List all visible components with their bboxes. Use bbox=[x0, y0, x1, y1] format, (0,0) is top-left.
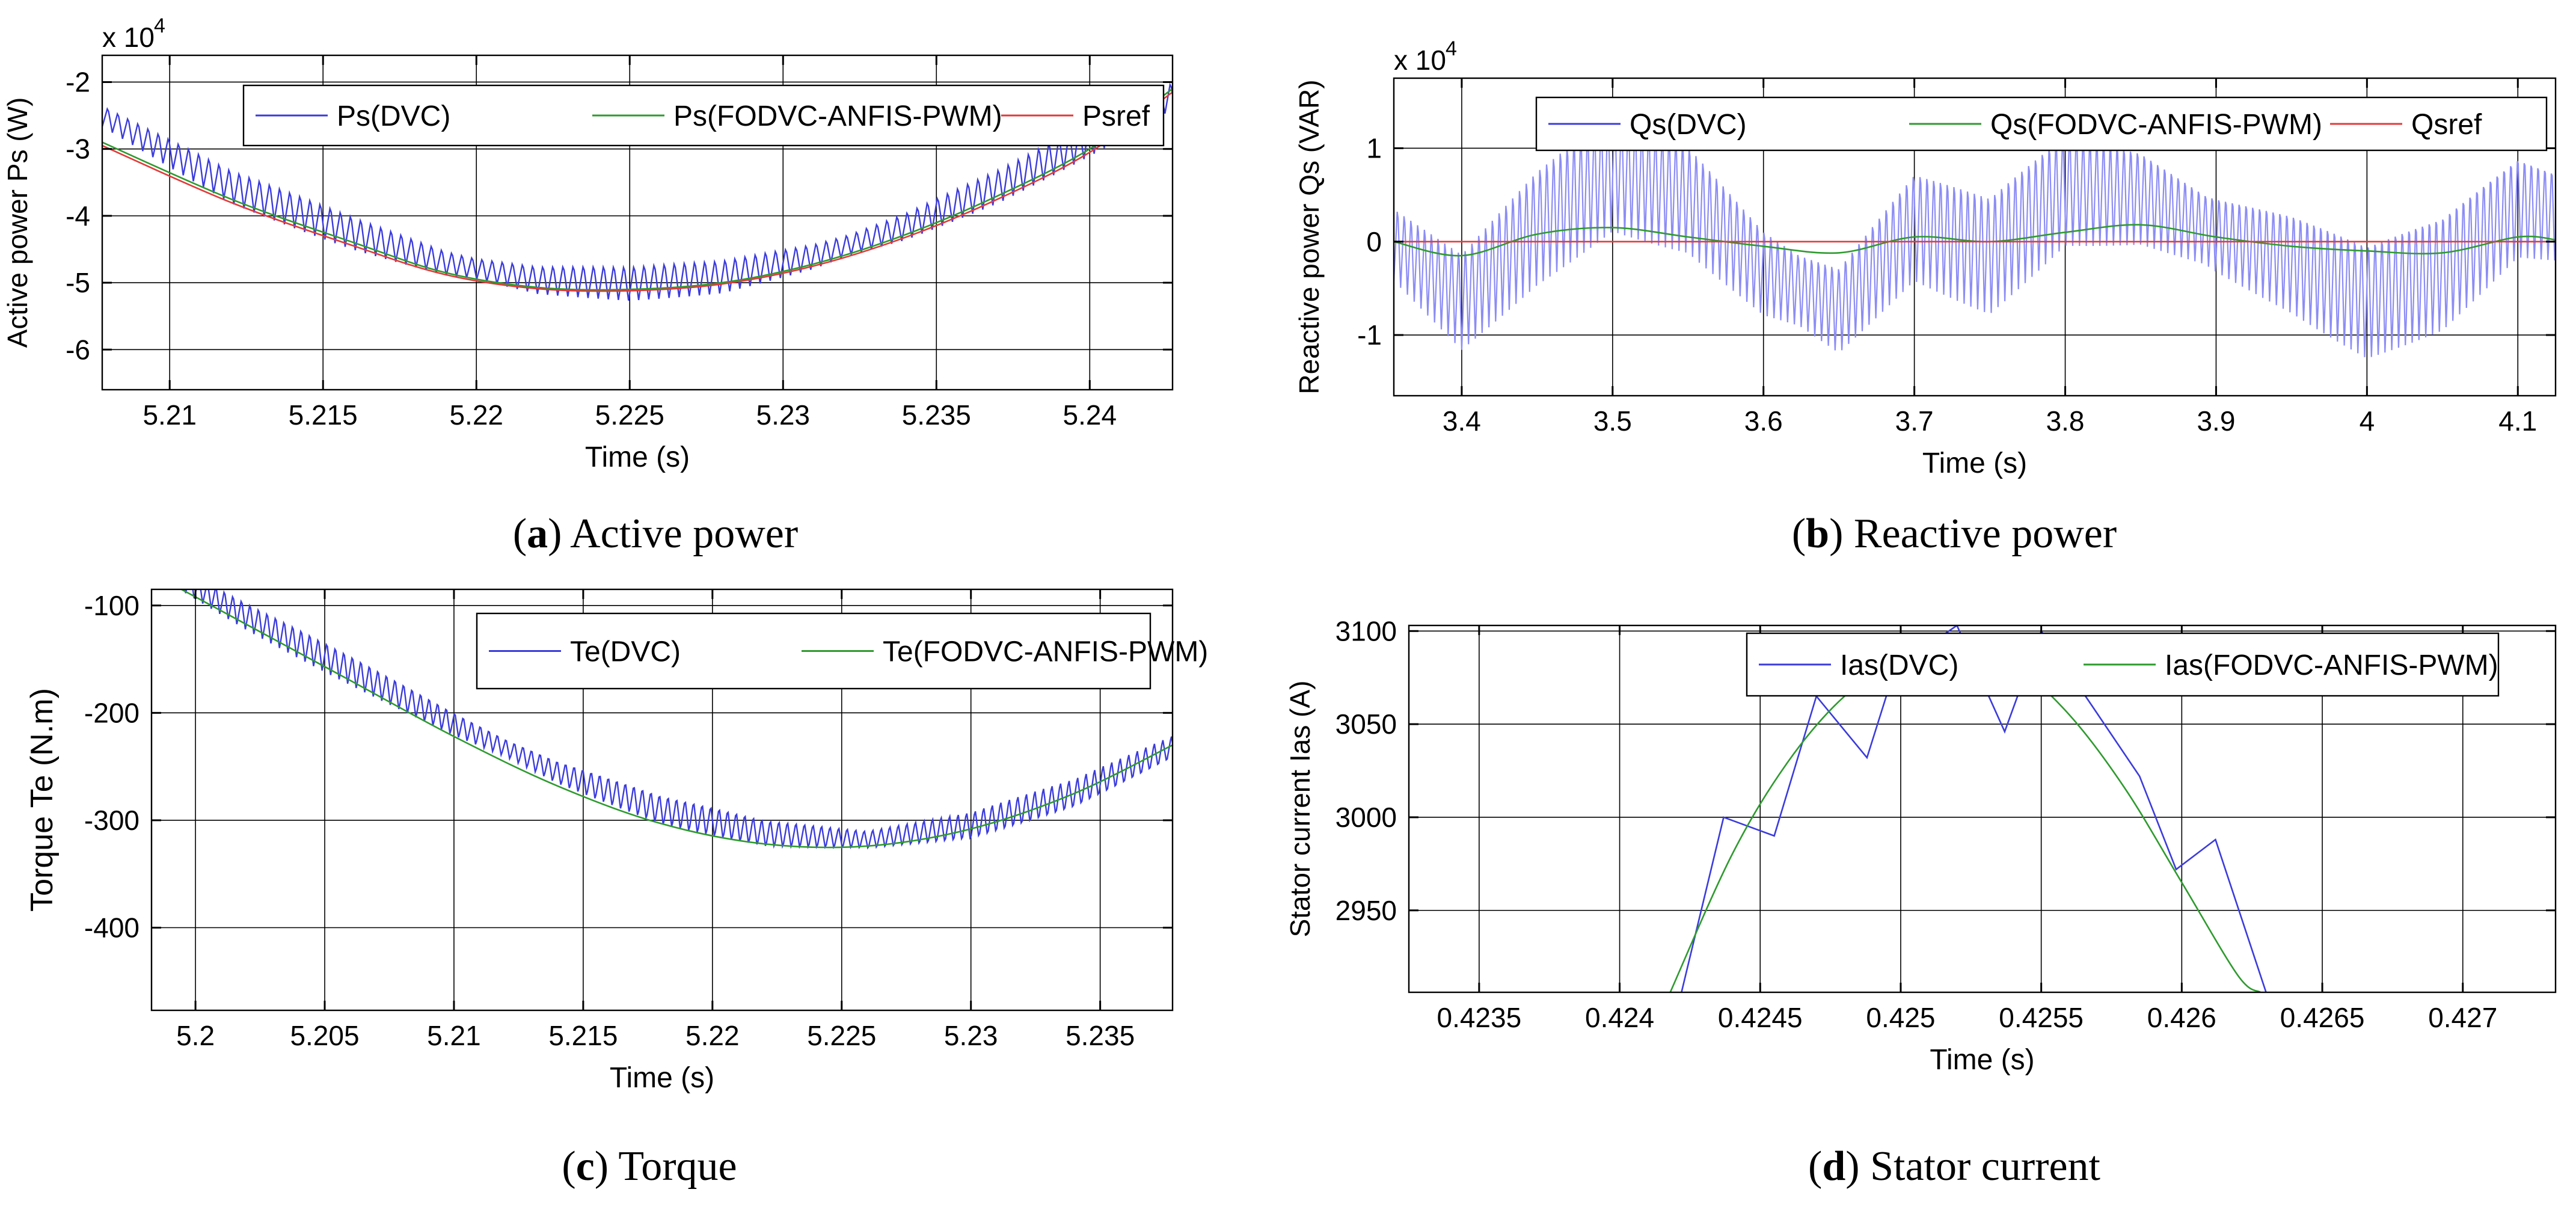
series-line-b-0 bbox=[1394, 114, 2556, 357]
legend-label: Qs(FODVC-ANFIS-PWM) bbox=[1990, 109, 2322, 141]
y-tick-label: -3 bbox=[66, 134, 90, 165]
chart-d: 0.4235 0.424 0.4245 0.425 0.4255 0.426 0.4265 0… bbox=[1284, 615, 2557, 1076]
x-tick-label: 0.424 bbox=[1585, 1002, 1654, 1033]
y-axis-label: Stator current Ias (A) bbox=[1284, 681, 1316, 938]
chart-a: 5.21 5.215 5.22 5.225 5.23 5.235 5.24 -6 -5 -4 -3 -… bbox=[2, 14, 1174, 473]
x-tick-label: 5.235 bbox=[1066, 1020, 1135, 1051]
y-tick-label: 3050 bbox=[1336, 708, 1397, 740]
legend-label: Qsref bbox=[2411, 109, 2482, 141]
x-tick-label: 3.4 bbox=[1443, 405, 1481, 437]
axes-frame bbox=[150, 588, 1174, 1012]
y-tick-label: 2950 bbox=[1336, 895, 1397, 926]
y-axis-label: Torque Te (N.m) bbox=[25, 688, 60, 912]
y-tick-label: -200 bbox=[84, 697, 140, 728]
caption-c: (c) Torque bbox=[562, 1143, 737, 1190]
x-tick-label: 5.22 bbox=[685, 1020, 740, 1051]
axes-frame bbox=[1408, 624, 2557, 994]
series-line-d-1 bbox=[1669, 645, 2262, 992]
y-tick-label: 1 bbox=[1366, 132, 1382, 164]
x-tick-label: 0.426 bbox=[2147, 1002, 2216, 1033]
legend-label: Te(DVC) bbox=[570, 636, 681, 668]
x-tick-label: 3.6 bbox=[1744, 405, 1783, 437]
axes-frame bbox=[1393, 77, 2557, 397]
series-line-c-1 bbox=[179, 589, 1173, 849]
y-tick-label: -1 bbox=[1357, 319, 1382, 351]
legend-label: Qs(DVC) bbox=[1630, 109, 1747, 141]
x-tick-label: 3.5 bbox=[1593, 405, 1632, 437]
x-tick-label: 0.425 bbox=[1866, 1002, 1935, 1033]
chart-b: 3.4 3.5 3.6 3.7 3.8 3.9 4 4.1 -1 0 1 Time (s) Reacti… bbox=[1293, 37, 2557, 479]
x-tick-label: 5.22 bbox=[449, 399, 503, 431]
chart-c: 5.2 5.205 5.21 5.215 5.22 5.225 5.23 5.235 -400 -… bbox=[25, 588, 1208, 1094]
legend-label: Psref bbox=[1082, 100, 1150, 132]
x-axis-label: Time (s) bbox=[585, 441, 690, 473]
axis-exponent-power: 4 bbox=[154, 14, 165, 37]
y-tick-label: -5 bbox=[66, 267, 90, 298]
series-line-a-2 bbox=[102, 91, 1173, 292]
legend-label: Ias(FODVC-ANFIS-PWM) bbox=[2165, 650, 2498, 681]
y-tick-label: -2 bbox=[66, 66, 90, 97]
x-axis-label: Time (s) bbox=[1930, 1044, 2034, 1076]
x-tick-label: 3.8 bbox=[2046, 405, 2085, 437]
x-tick-label: 0.4245 bbox=[1718, 1002, 1803, 1033]
y-tick-label: -100 bbox=[84, 590, 140, 621]
y-tick-label: -6 bbox=[66, 334, 90, 365]
caption-d: (d) Stator current bbox=[1808, 1143, 2100, 1190]
x-tick-label: 5.21 bbox=[143, 399, 197, 431]
x-tick-label: 0.4265 bbox=[2280, 1002, 2365, 1033]
axis-exponent-power: 4 bbox=[1446, 37, 1457, 60]
legend-label: Te(FODVC-ANFIS-PWM) bbox=[883, 636, 1208, 668]
y-axis-label: Reactive power Qs (VAR) bbox=[1293, 79, 1325, 394]
x-tick-label: 0.427 bbox=[2428, 1002, 2497, 1033]
x-tick-label: 0.4235 bbox=[1437, 1002, 1521, 1033]
plot-area-c bbox=[179, 589, 1173, 850]
x-tick-label: 4.1 bbox=[2498, 405, 2537, 437]
axis-exponent: x 10 bbox=[102, 22, 155, 53]
x-axis-label: Time (s) bbox=[610, 1062, 714, 1094]
x-tick-label: 5.205 bbox=[290, 1020, 359, 1051]
x-tick-label: 5.215 bbox=[548, 1020, 618, 1051]
x-tick-label: 3.9 bbox=[2197, 405, 2235, 437]
x-tick-label: 5.2 bbox=[176, 1020, 215, 1051]
x-tick-label: 5.24 bbox=[1063, 399, 1117, 431]
x-tick-label: 0.4255 bbox=[1999, 1002, 2084, 1033]
y-tick-label: -300 bbox=[84, 805, 140, 836]
x-tick-label: 5.215 bbox=[289, 399, 358, 431]
x-tick-label: 5.235 bbox=[902, 399, 971, 431]
y-tick-label: -4 bbox=[66, 200, 90, 232]
y-tick-label: 0 bbox=[1366, 226, 1382, 257]
x-tick-label: 5.225 bbox=[595, 399, 664, 431]
caption-a: (a) Active power bbox=[512, 511, 799, 557]
x-tick-label: 4 bbox=[2360, 405, 2375, 437]
legend-label: Ias(DVC) bbox=[1840, 650, 1958, 681]
axis-exponent: x 10 bbox=[1394, 45, 1446, 76]
y-tick-label: 3000 bbox=[1336, 802, 1397, 833]
legend-label: Ps(FODVC-ANFIS-PWM) bbox=[673, 100, 1002, 132]
x-tick-label: 5.21 bbox=[427, 1020, 481, 1051]
series-line-b-1 bbox=[1394, 224, 2556, 257]
x-tick-label: 5.225 bbox=[807, 1020, 876, 1051]
axes-frame bbox=[101, 54, 1174, 391]
legend-label: Ps(DVC) bbox=[337, 100, 450, 132]
caption-b: (b) Reactive power bbox=[1791, 511, 2117, 557]
x-axis-label: Time (s) bbox=[1922, 447, 2027, 479]
plot-area-b bbox=[1394, 114, 2556, 357]
series-line-a-1 bbox=[102, 88, 1173, 291]
series-line-c-0 bbox=[184, 589, 1173, 850]
x-tick-label: 5.23 bbox=[944, 1020, 998, 1051]
y-tick-label: 3100 bbox=[1336, 615, 1397, 646]
y-axis-label: Active power Ps (W) bbox=[2, 97, 33, 348]
plot-area-a bbox=[102, 82, 1173, 301]
y-tick-label: -400 bbox=[84, 912, 140, 944]
x-tick-label: 3.7 bbox=[1895, 405, 1934, 437]
x-tick-label: 5.23 bbox=[756, 399, 810, 431]
